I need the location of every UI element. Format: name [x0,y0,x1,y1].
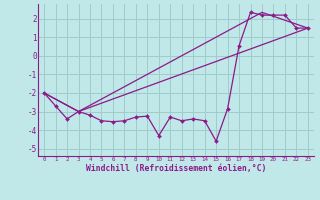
X-axis label: Windchill (Refroidissement éolien,°C): Windchill (Refroidissement éolien,°C) [86,164,266,173]
